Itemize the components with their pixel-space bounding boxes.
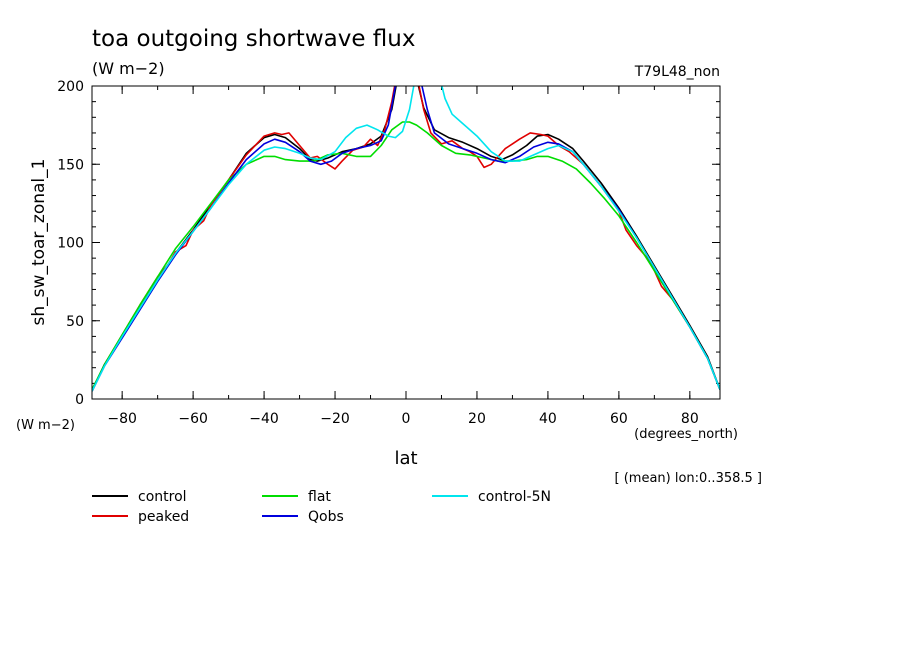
chart-units: (W m−2) [92, 59, 165, 78]
legend: control peaked flat Qobs control-5N [92, 489, 551, 525]
y-tick-label: 0 [75, 392, 84, 408]
legend-label-control: control [138, 489, 187, 505]
y-tick-label: 50 [66, 314, 84, 330]
series-line-flat [92, 121, 720, 390]
legend-label-control-5n: control-5N [478, 489, 551, 505]
x-tick-label: −40 [249, 411, 279, 427]
x-tick-label: 20 [468, 411, 486, 427]
chart-title: toa outgoing shortwave flux [92, 26, 415, 52]
legend-label-flat: flat [308, 489, 331, 505]
averaging-note: [ (mean) lon:0..358.5 ] [615, 471, 763, 486]
axis-ticks: −80 −60 −40 −20 0 20 40 60 80 0 50 100 150 200 [57, 79, 720, 427]
run-label: T79L48_non [634, 64, 720, 80]
legend-label-peaked: peaked [138, 509, 189, 525]
series-line-control-5n [92, 86, 720, 392]
plot-frame [91, 85, 721, 400]
x-tick-label: 0 [402, 411, 411, 427]
y-axis-units: (W m−2) [16, 418, 75, 433]
x-tick-label: 80 [681, 411, 699, 427]
x-axis-label: lat [394, 448, 417, 469]
x-tick-label: 40 [539, 411, 557, 427]
y-tick-label: 100 [57, 236, 84, 252]
series-line-qobs [92, 86, 720, 392]
y-tick-label: 150 [57, 157, 84, 173]
y-axis-label: sh_sw_toar_zonal_1 [29, 159, 49, 326]
series-lines [92, 86, 720, 392]
legend-label-qobs: Qobs [308, 509, 344, 525]
y-tick-label: 200 [57, 79, 84, 95]
x-tick-label: −20 [320, 411, 350, 427]
x-axis-units: (degrees_north) [634, 427, 738, 442]
series-line-peaked [92, 86, 720, 392]
x-tick-label: −80 [107, 411, 137, 427]
x-tick-label: −60 [178, 411, 208, 427]
x-tick-label: 60 [610, 411, 628, 427]
